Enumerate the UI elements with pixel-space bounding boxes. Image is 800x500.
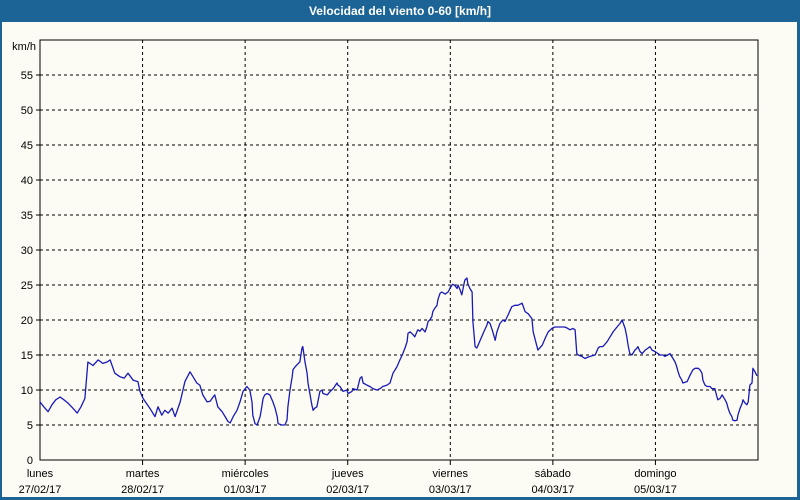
x-date-label: 28/02/17 [121,484,164,496]
window-title: Velocidad del viento 0-60 [km/h] [308,4,492,18]
window-title-bar[interactable]: Velocidad del viento 0-60 [km/h] [0,0,800,22]
y-tick-label: 15 [21,350,33,362]
x-day-label: viernes [433,468,469,480]
x-date-label: 05/03/17 [634,484,677,496]
y-tick-label: 10 [21,385,33,397]
y-tick-label: 5 [27,420,33,432]
plot-border [39,39,759,461]
x-day-label: lunes [27,468,54,480]
y-tick-label: 0 [27,455,33,467]
y-tick-label: 50 [21,105,33,117]
x-date-label: 03/03/17 [429,484,472,496]
y-tick-label: 25 [21,280,33,292]
y-tick-label: 40 [21,175,33,187]
y-axis-unit-label: km/h [12,41,36,53]
y-tick-label: 30 [21,245,33,257]
x-day-label: sábado [535,468,571,480]
y-tick-label: 45 [21,140,33,152]
y-tick-label: 55 [21,70,33,82]
x-date-label: 01/03/17 [224,484,267,496]
x-date-label: 02/03/17 [326,484,369,496]
y-tick-label: 35 [21,210,33,222]
x-date-label: 27/02/17 [19,484,62,496]
y-tick-label: 20 [21,315,33,327]
plot-background [40,40,758,460]
x-day-label: jueves [331,468,364,480]
x-day-label: martes [126,468,160,480]
x-day-label: miércoles [222,468,270,480]
x-date-label: 04/03/17 [531,484,574,496]
wind-speed-line[interactable] [39,277,758,426]
x-day-label: domingo [634,468,676,480]
